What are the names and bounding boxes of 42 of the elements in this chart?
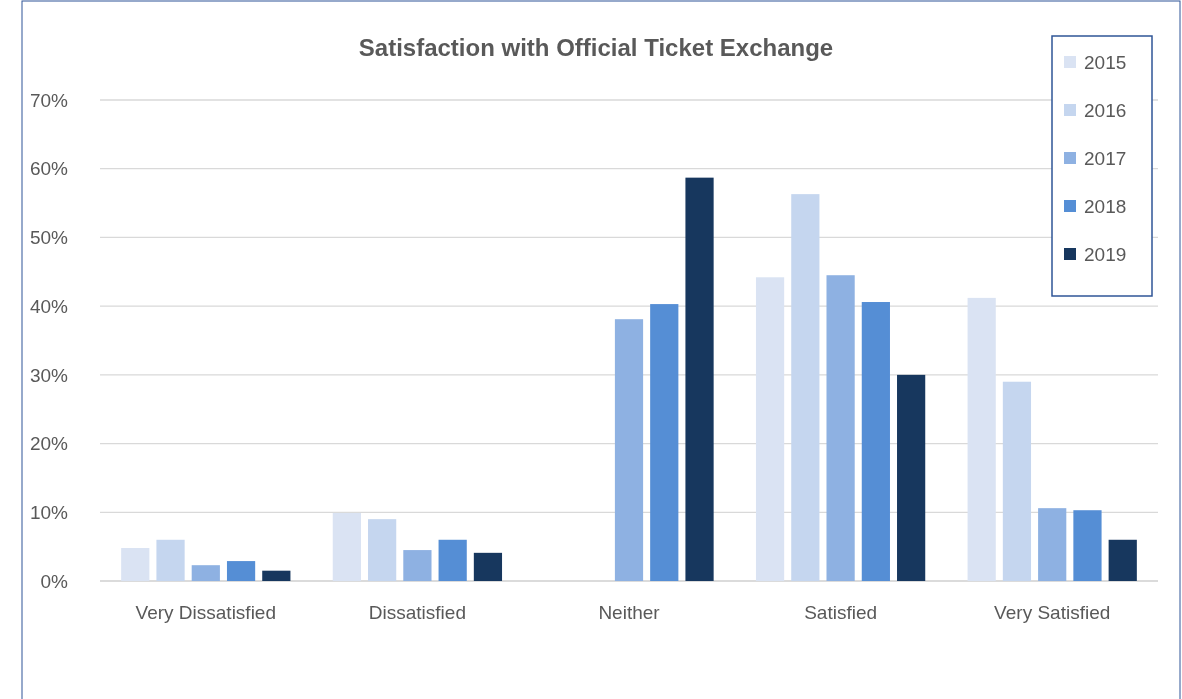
- x-tick-label: Neither: [598, 602, 661, 623]
- legend-label: 2016: [1084, 99, 1127, 121]
- bar: [614, 319, 644, 581]
- bar: [191, 565, 220, 581]
- bar: [1073, 510, 1102, 581]
- y-tick-label: 0%: [40, 570, 69, 592]
- legend-label: 2017: [1084, 147, 1127, 169]
- bar: [650, 304, 679, 581]
- bar: [226, 561, 256, 581]
- y-tick-label: 30%: [29, 364, 69, 386]
- y-tick-label: 10%: [29, 501, 69, 523]
- y-tick-label: 20%: [29, 433, 69, 455]
- bar: [1108, 539, 1137, 581]
- y-tick-label: 70%: [29, 89, 69, 111]
- x-tick-label: Very Dissatisfied: [135, 602, 277, 623]
- x-tick-label: Very Satisfied: [994, 602, 1111, 623]
- bar: [1002, 381, 1032, 581]
- bar: [262, 570, 291, 581]
- bar: [332, 512, 361, 581]
- bar: [826, 275, 855, 581]
- bar: [755, 277, 785, 581]
- bar: [473, 552, 503, 581]
- legend-label: 2018: [1084, 195, 1127, 217]
- bar: [403, 550, 432, 581]
- x-tick-label: Satisfied: [804, 602, 878, 623]
- bar: [156, 539, 185, 581]
- x-tick-label: Dissatisfied: [368, 602, 466, 623]
- legend-label: 2015: [1084, 51, 1127, 73]
- bar: [121, 548, 150, 581]
- bar: [791, 194, 820, 581]
- y-tick-label: 50%: [29, 227, 69, 249]
- bar: [685, 177, 714, 581]
- bar: [897, 374, 926, 581]
- legend-label: 2019: [1084, 243, 1127, 265]
- bar: [967, 297, 996, 581]
- chart-title: Satisfaction with Official Ticket Exchange: [358, 34, 834, 61]
- bar: [1038, 508, 1067, 581]
- bar: [438, 539, 467, 581]
- bar: [861, 302, 890, 581]
- bar: [368, 519, 397, 581]
- y-tick-label: 60%: [29, 158, 69, 180]
- y-tick-label: 40%: [29, 295, 69, 317]
